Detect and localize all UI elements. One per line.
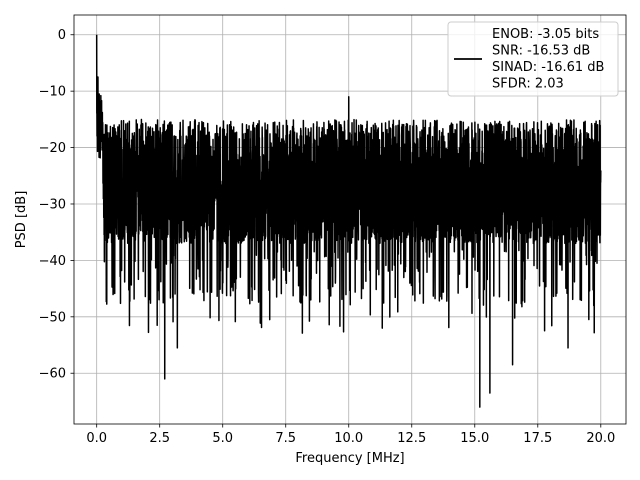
y-tick-label: −50 (39, 310, 66, 325)
y-tick-label: 0 (58, 28, 66, 43)
legend-sfdr: SFDR: 2.03 (492, 77, 564, 92)
x-tick-label: 0.0 (86, 431, 107, 446)
x-tick-label: 2.5 (149, 431, 170, 446)
x-tick-label: 10.0 (334, 431, 363, 446)
y-tick-label: −40 (39, 254, 66, 269)
y-tick-label: −60 (39, 367, 66, 382)
x-tick-label: 12.5 (397, 431, 426, 446)
x-tick-label: 5.0 (212, 431, 233, 446)
y-tick-label: −10 (39, 85, 66, 100)
legend-snr: SNR: -16.53 dB (492, 44, 590, 59)
x-axis-label: Frequency [MHz] (295, 451, 404, 466)
x-tick-label: 15.0 (460, 431, 489, 446)
x-tick-label: 17.5 (523, 431, 552, 446)
legend-enob: ENOB: -3.05 bits (492, 27, 599, 42)
x-tick-label: 20.0 (586, 431, 615, 446)
legend: ENOB: -3.05 bits SNR: -16.53 dB SINAD: -… (447, 21, 619, 97)
plot-area (95, 34, 602, 408)
legend-sinad: SINAD: -16.61 dB (492, 60, 604, 75)
y-tick-label: −20 (39, 141, 66, 156)
psd-series-line (95, 34, 602, 408)
x-tick-label: 7.5 (275, 431, 296, 446)
y-tick-label: −30 (39, 197, 66, 212)
legend-box (447, 21, 619, 97)
axes-frame (73, 14, 627, 425)
axis-ticks: 0.0 2.5 5.0 7.5 10.0 12.5 15.0 17.5 20.0 0 −10 −20 −… (39, 28, 616, 446)
y-axis-label: PSD [dB] (14, 191, 29, 249)
